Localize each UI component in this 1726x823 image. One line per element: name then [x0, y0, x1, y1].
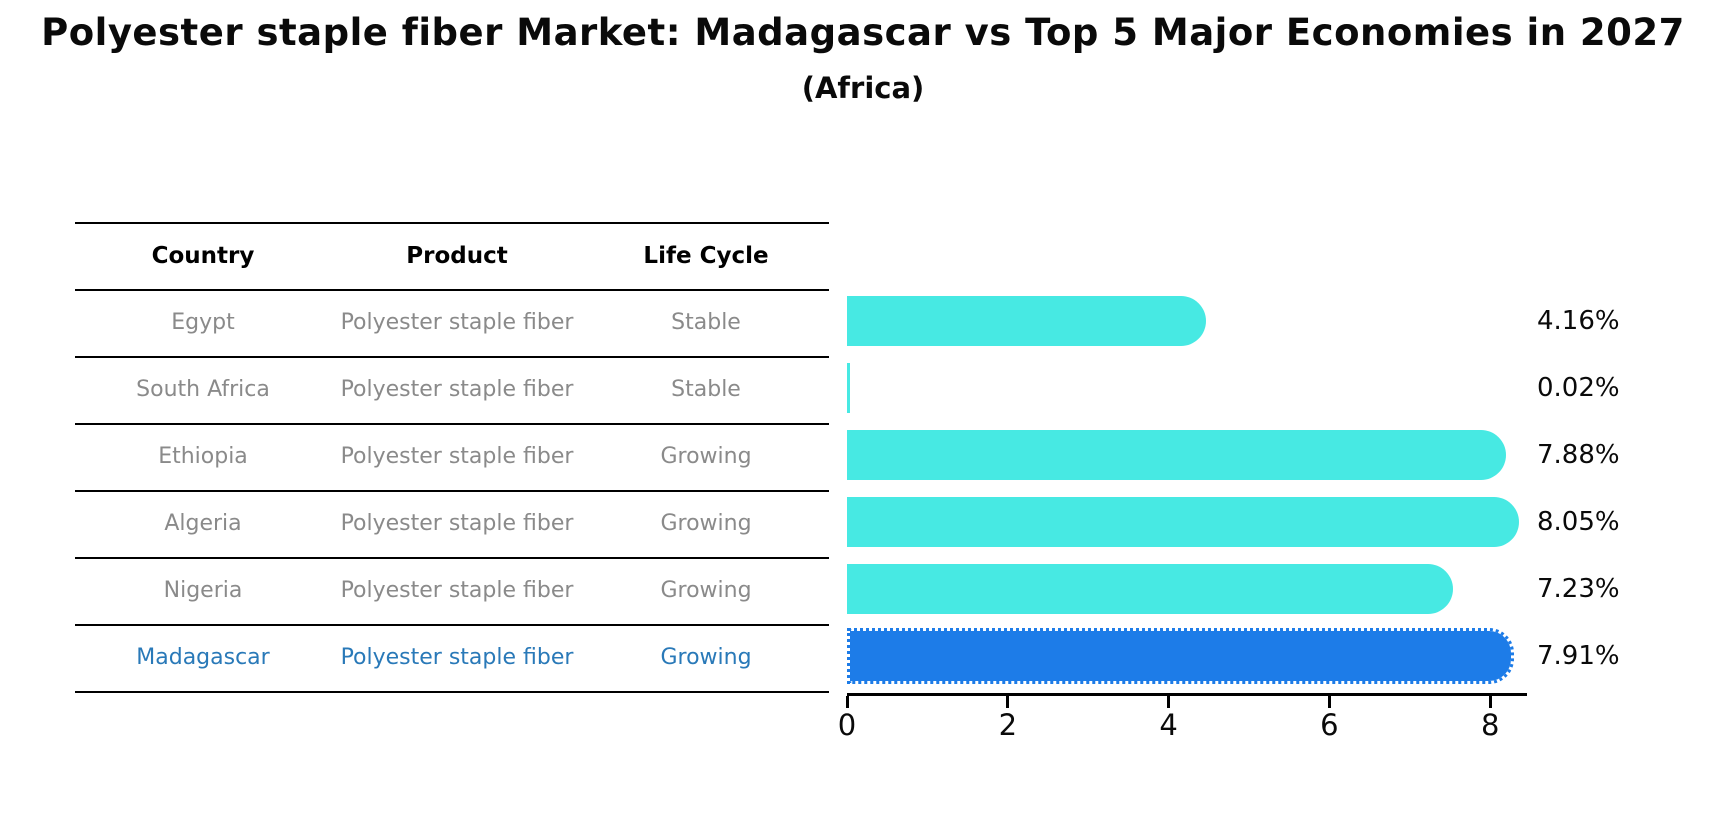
value-label-egypt: 4.16%: [1537, 306, 1620, 336]
table-header-row: Country Product Life Cycle: [75, 222, 829, 289]
bar-nigeria: [847, 564, 1454, 614]
cell-country: South Africa: [136, 377, 270, 402]
table-row-rule: [75, 356, 829, 358]
table-row-rule: [75, 691, 829, 693]
x-tick-label: 0: [837, 708, 857, 742]
chart-title: Polyester staple fiber Market: Madagasca…: [41, 11, 1685, 54]
cell-life-cycle: Stable: [671, 310, 741, 335]
x-tick-mark: [1006, 696, 1010, 708]
x-tick-mark: [1488, 696, 1492, 708]
table-row-algeria: Algeria Polyester staple fiber Growing: [75, 490, 829, 557]
value-label-madagascar: 7.91%: [1537, 641, 1620, 671]
cell-product: Polyester staple fiber: [340, 511, 574, 536]
x-tick-mark: [1327, 696, 1331, 708]
table-row-nigeria: Nigeria Polyester staple fiber Growing: [75, 557, 829, 624]
table-row-rule: [75, 423, 829, 425]
bar-ethiopia: [847, 430, 1506, 480]
table-row-rule: [75, 557, 829, 559]
x-axis-line: [847, 693, 1527, 696]
cell-country: Algeria: [164, 511, 242, 536]
bar-south-africa: [847, 363, 850, 413]
cell-country: Ethiopia: [158, 444, 248, 469]
cell-life-cycle: Growing: [660, 645, 752, 670]
cell-life-cycle: Stable: [671, 377, 741, 402]
bar-algeria: [847, 497, 1520, 547]
table-header-product: Product: [406, 242, 508, 269]
x-tick-label: 2: [998, 708, 1018, 742]
table-row-rule: [75, 490, 829, 492]
value-label-nigeria: 7.23%: [1537, 574, 1620, 604]
chart-subtitle: (Africa): [801, 71, 925, 105]
value-label-algeria: 8.05%: [1537, 507, 1620, 537]
cell-country: Egypt: [171, 310, 235, 335]
x-tick-label: 4: [1159, 708, 1178, 742]
cell-life-cycle: Growing: [660, 444, 752, 469]
table-row-egypt: Egypt Polyester staple fiber Stable: [75, 289, 829, 356]
cell-product: Polyester staple fiber: [340, 377, 574, 402]
table-row-rule: [75, 624, 829, 626]
cell-product: Polyester staple fiber: [340, 645, 574, 670]
x-tick-mark: [1167, 696, 1171, 708]
bar-madagascar: [847, 628, 1514, 684]
cell-product: Polyester staple fiber: [340, 578, 574, 603]
bar-egypt: [847, 296, 1207, 346]
table-row-madagascar: Madagascar Polyester staple fiber Growing: [75, 624, 829, 691]
table-top-rule: [75, 222, 829, 224]
x-tick-mark: [845, 696, 849, 708]
x-tick-label: 6: [1320, 708, 1339, 742]
x-tick-label: 8: [1480, 708, 1500, 742]
table-row-south-africa: South Africa Polyester staple fiber Stable: [75, 356, 829, 423]
table-row-ethiopia: Ethiopia Polyester staple fiber Growing: [75, 423, 829, 490]
cell-life-cycle: Growing: [660, 511, 752, 536]
cell-country: Nigeria: [163, 578, 243, 603]
table-header-country: Country: [151, 242, 255, 269]
cell-country: Madagascar: [136, 645, 270, 670]
table-header-rule: [75, 289, 829, 291]
cell-product: Polyester staple fiber: [340, 310, 574, 335]
value-label-ethiopia: 7.88%: [1537, 440, 1620, 470]
table-header-life-cycle: Life Cycle: [643, 242, 769, 269]
value-label-south-africa: 0.02%: [1537, 373, 1620, 403]
cell-life-cycle: Growing: [660, 578, 752, 603]
cell-product: Polyester staple fiber: [340, 444, 574, 469]
